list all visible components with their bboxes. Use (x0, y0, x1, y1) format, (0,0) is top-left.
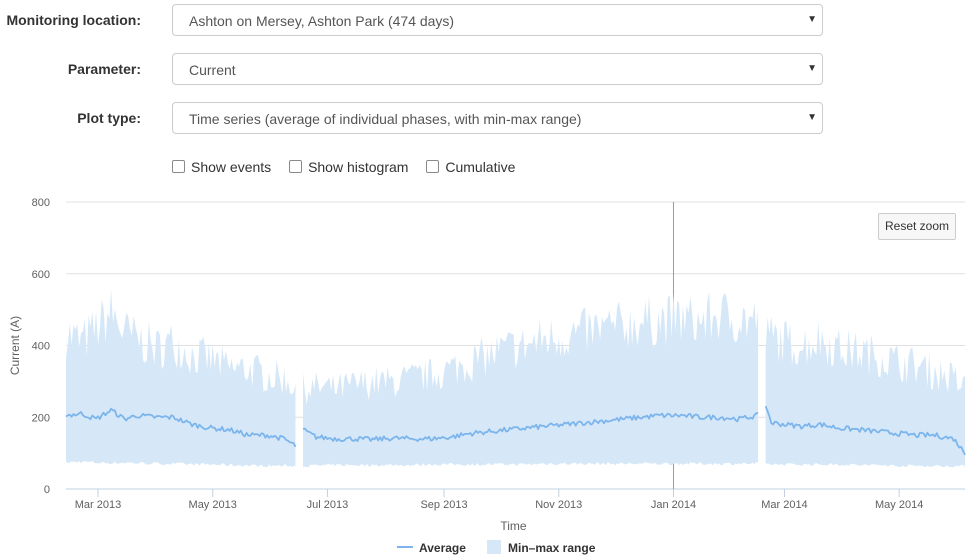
y-tick-label: 200 (32, 412, 50, 424)
y-tick-label: 400 (32, 341, 50, 353)
chevron-down-icon: ▼ (807, 14, 817, 25)
show-histogram-label: Show histogram (308, 159, 409, 176)
average-line (65, 407, 297, 448)
cumulative-checkbox[interactable] (426, 160, 440, 174)
x-tick-label: May 2014 (875, 499, 923, 511)
x-tick-label: Sep 2013 (420, 499, 467, 511)
x-tick-label: Jan 2014 (651, 499, 696, 511)
chevron-down-icon: ▼ (807, 112, 817, 123)
location-select-value: Ashton on Mersey, Ashton Park (474 days) (189, 13, 455, 29)
location-select[interactable]: Ashton on Mersey, Ashton Park (474 days)… (172, 4, 823, 36)
parameter-select-value: Current (189, 62, 236, 78)
parameter-label: Parameter: (67, 61, 141, 77)
show-events-option[interactable]: Show events (172, 159, 271, 175)
x-tick-label: Mar 2013 (75, 499, 121, 511)
cumulative-option[interactable]: Cumulative (426, 159, 515, 175)
chevron-down-icon: ▼ (807, 63, 817, 74)
chart-legend[interactable]: Average Min–max range (397, 540, 596, 555)
x-tick-label: Nov 2013 (535, 499, 582, 511)
location-label: Monitoring location: (6, 12, 141, 28)
y-tick-label: 800 (32, 197, 50, 209)
plottype-label: Plot type: (77, 110, 141, 126)
chart-axes: 0 200 400 600 800 Mar 2013 May 2013 Jul 2013 Sep… (8, 197, 923, 533)
min-max-range-area (303, 291, 759, 468)
plottype-select-value: Time series (average of individual phase… (189, 111, 582, 127)
y-tick-label: 600 (32, 269, 50, 281)
legend-average-label: Average (419, 541, 466, 555)
show-events-label: Show events (191, 159, 272, 176)
average-line (302, 412, 759, 442)
show-histogram-option[interactable]: Show histogram (289, 159, 408, 175)
plottype-row: Plot type: Time series (average of indiv… (0, 102, 971, 136)
y-tick-label: 0 (44, 484, 50, 496)
plot-options: Show events Show histogram Cumulative (172, 158, 529, 178)
x-tick-label: Mar 2014 (761, 499, 807, 511)
x-tick-label: Jul 2013 (307, 499, 349, 511)
time-series-chart[interactable]: 0 200 400 600 800 Mar 2013 May 2013 Jul 2013 Sep… (0, 190, 971, 559)
x-axis-title: Time (500, 519, 527, 533)
x-tick-label: May 2013 (189, 499, 237, 511)
parameter-row: Parameter: Current ▼ (0, 53, 971, 87)
min-max-range-area (765, 316, 965, 468)
range-layer (66, 288, 965, 468)
location-row: Monitoring location: Ashton on Mersey, A… (0, 4, 971, 38)
cumulative-label: Cumulative (445, 159, 516, 176)
plottype-select[interactable]: Time series (average of individual phase… (172, 102, 823, 134)
parameter-select[interactable]: Current ▼ (172, 53, 823, 85)
legend-range-symbol (487, 540, 501, 554)
reset-zoom-button[interactable]: Reset zoom (878, 213, 956, 240)
legend-range-label: Min–max range (508, 541, 596, 555)
average-line (764, 405, 966, 456)
y-axis-title: Current (A) (8, 316, 22, 375)
average-layer (65, 405, 966, 456)
min-max-range-area (66, 288, 296, 468)
show-events-checkbox[interactable] (172, 160, 185, 174)
show-histogram-checkbox[interactable] (289, 160, 303, 174)
